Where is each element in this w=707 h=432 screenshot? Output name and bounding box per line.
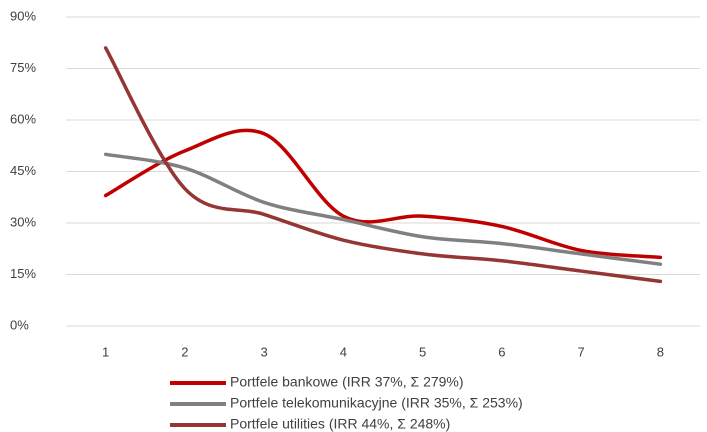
x-tick-label: 8 bbox=[657, 344, 664, 359]
y-tick-label: 75% bbox=[10, 60, 36, 75]
legend-label: Portfele telekomunikacyjne (IRR 35%, Σ 2… bbox=[230, 395, 523, 411]
y-tick-label: 15% bbox=[10, 266, 36, 281]
series-line bbox=[103, 128, 663, 260]
y-tick-label: 0% bbox=[10, 317, 29, 332]
x-tick-label: 5 bbox=[419, 344, 426, 359]
x-tick-label: 1 bbox=[102, 344, 109, 359]
y-tick-label: 45% bbox=[10, 163, 36, 178]
y-tick-label: 90% bbox=[10, 8, 36, 23]
y-tick-label: 60% bbox=[10, 111, 36, 126]
y-tick-label: 30% bbox=[10, 214, 36, 229]
series-line bbox=[103, 152, 663, 266]
x-tick-label: 4 bbox=[340, 344, 347, 359]
legend-label: Portfele bankowe (IRR 37%, Σ 279%) bbox=[230, 374, 464, 390]
legend-label: Portfele utilities (IRR 44%, Σ 248%) bbox=[230, 416, 450, 432]
series-line bbox=[103, 46, 663, 284]
x-tick-label: 3 bbox=[261, 344, 268, 359]
x-tick-label: 7 bbox=[578, 344, 585, 359]
x-tick-label: 6 bbox=[498, 344, 505, 359]
x-tick-label: 2 bbox=[181, 344, 188, 359]
